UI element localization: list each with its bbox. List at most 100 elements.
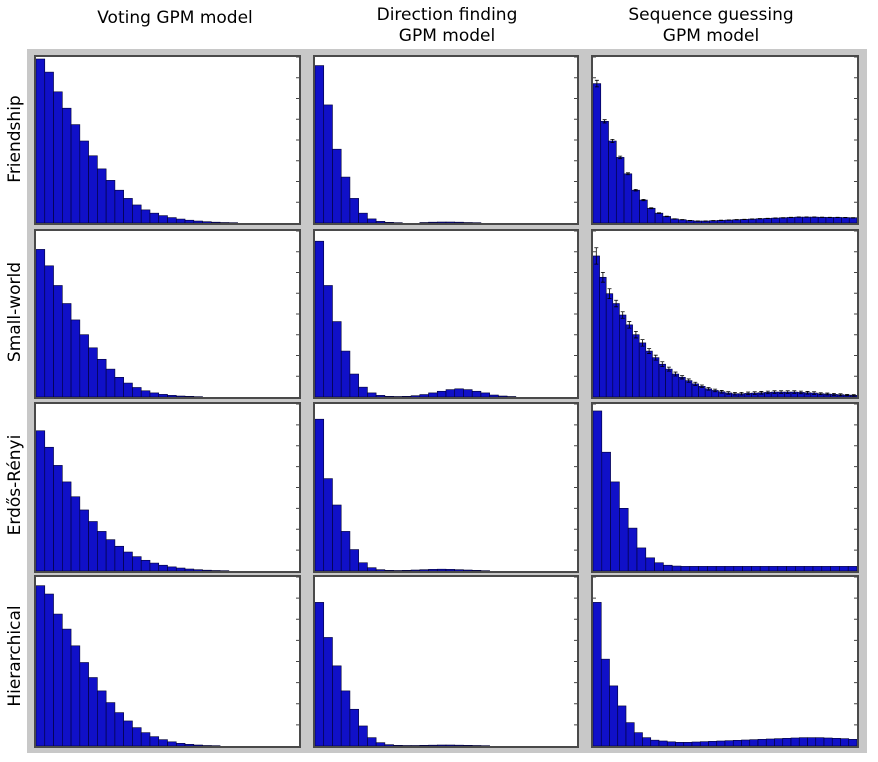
- histogram-bar: [841, 217, 850, 223]
- error-bar: [620, 311, 625, 319]
- histogram-bar: [375, 742, 386, 746]
- histogram-bar: [445, 221, 456, 223]
- histogram-bar: [802, 216, 811, 223]
- histogram-bar: [402, 570, 412, 571]
- histogram-bar: [795, 566, 805, 571]
- histogram-bar: [663, 564, 673, 571]
- histogram-bar: [97, 531, 107, 571]
- histogram-bar: [193, 220, 203, 223]
- error-bar: [647, 348, 652, 354]
- histogram-bar: [786, 566, 796, 571]
- error-bar: [649, 207, 654, 210]
- histogram-bar: [202, 745, 212, 746]
- error-bar: [673, 371, 678, 377]
- histogram-bar: [751, 566, 761, 571]
- histogram-bar: [114, 545, 124, 571]
- row-label-hierarchical: Hierarchical: [5, 605, 25, 707]
- histogram-bar: [749, 739, 759, 746]
- histogram-bar: [665, 368, 673, 397]
- histogram-bar: [815, 737, 825, 746]
- histogram-bar: [340, 350, 351, 397]
- histogram-bar: [625, 324, 633, 397]
- histogram-bar: [167, 741, 177, 746]
- histogram-bar: [105, 368, 116, 397]
- histogram-bar: [358, 725, 368, 746]
- error-bar: [713, 388, 718, 393]
- error-bar: [838, 393, 843, 397]
- histogram-bar: [402, 745, 412, 746]
- histogram-bar: [375, 569, 386, 571]
- histogram-bar: [445, 569, 456, 571]
- error-bar: [818, 392, 823, 396]
- error-bar: [825, 392, 830, 396]
- histogram-bar: [823, 737, 833, 746]
- error-bar: [594, 79, 599, 88]
- histogram-bar: [699, 741, 709, 746]
- histogram-svg: [593, 231, 857, 397]
- row-label-small-world: Small-world: [5, 261, 25, 363]
- error-bar: [664, 215, 669, 218]
- histogram-bar: [790, 737, 800, 746]
- error-bar: [706, 387, 711, 391]
- histogram-bar: [140, 732, 151, 746]
- histogram-bar: [428, 569, 438, 571]
- histogram-svg: [593, 577, 857, 746]
- error-bar: [798, 390, 803, 395]
- histogram-bar: [609, 685, 619, 746]
- histogram-bar: [619, 314, 627, 397]
- error-bar: [680, 375, 685, 380]
- histogram-bar: [36, 585, 46, 746]
- histogram-bar: [384, 744, 394, 746]
- histogram-bar: [639, 199, 648, 223]
- histogram-bar: [774, 738, 784, 746]
- row-label-friendship: Friendship: [5, 95, 25, 183]
- histogram-bar: [367, 392, 377, 397]
- histogram-bar: [184, 219, 195, 223]
- error-bar: [657, 212, 661, 214]
- histogram-bar: [463, 569, 473, 571]
- histogram-hierarchical-sequence-guessing-gpm-model: [591, 575, 859, 748]
- histogram-bar: [79, 509, 89, 571]
- histogram-bar: [803, 566, 814, 571]
- error-bar: [759, 391, 764, 395]
- histogram-bar: [615, 157, 625, 223]
- error-bar: [633, 331, 638, 339]
- error-bar: [792, 390, 797, 394]
- histogram-bar: [480, 392, 490, 397]
- histogram-svg: [315, 57, 577, 223]
- histogram-bar: [463, 745, 473, 746]
- histogram-bar: [633, 732, 643, 746]
- histogram-bar: [175, 395, 186, 397]
- column-title-voting: Voting GPM model: [97, 8, 253, 28]
- histogram-bar: [619, 508, 629, 571]
- histogram-bar: [632, 334, 640, 397]
- histogram-bar: [436, 744, 447, 746]
- error-bar: [686, 378, 691, 383]
- error-bar: [641, 198, 646, 202]
- histogram-bar: [367, 737, 377, 746]
- histogram-bar: [848, 739, 857, 746]
- histogram-bar: [812, 566, 823, 571]
- histogram-erdos-renyi-sequence-guessing-gpm-model: [591, 402, 859, 573]
- histogram-bar: [654, 212, 664, 223]
- histogram-bar: [315, 65, 325, 223]
- histogram-bar: [36, 430, 46, 571]
- histogram-bar: [847, 566, 857, 571]
- histogram-bar: [36, 58, 46, 223]
- histogram-bar: [332, 665, 342, 746]
- histogram-bar: [175, 567, 186, 571]
- histogram-bar: [675, 742, 685, 746]
- histogram-bar: [647, 207, 656, 223]
- histogram-bar: [88, 347, 98, 397]
- error-bar: [726, 391, 731, 395]
- histogram-bar: [810, 216, 819, 223]
- histogram-bar: [315, 418, 325, 571]
- histogram-bar: [617, 705, 627, 746]
- histogram-bar: [747, 218, 757, 223]
- histogram-bar: [831, 738, 841, 746]
- histogram-bar: [625, 722, 635, 746]
- histogram-bar: [670, 218, 679, 223]
- histogram-bar: [848, 217, 857, 223]
- histogram-bar: [44, 593, 54, 746]
- histogram-bar: [88, 677, 98, 746]
